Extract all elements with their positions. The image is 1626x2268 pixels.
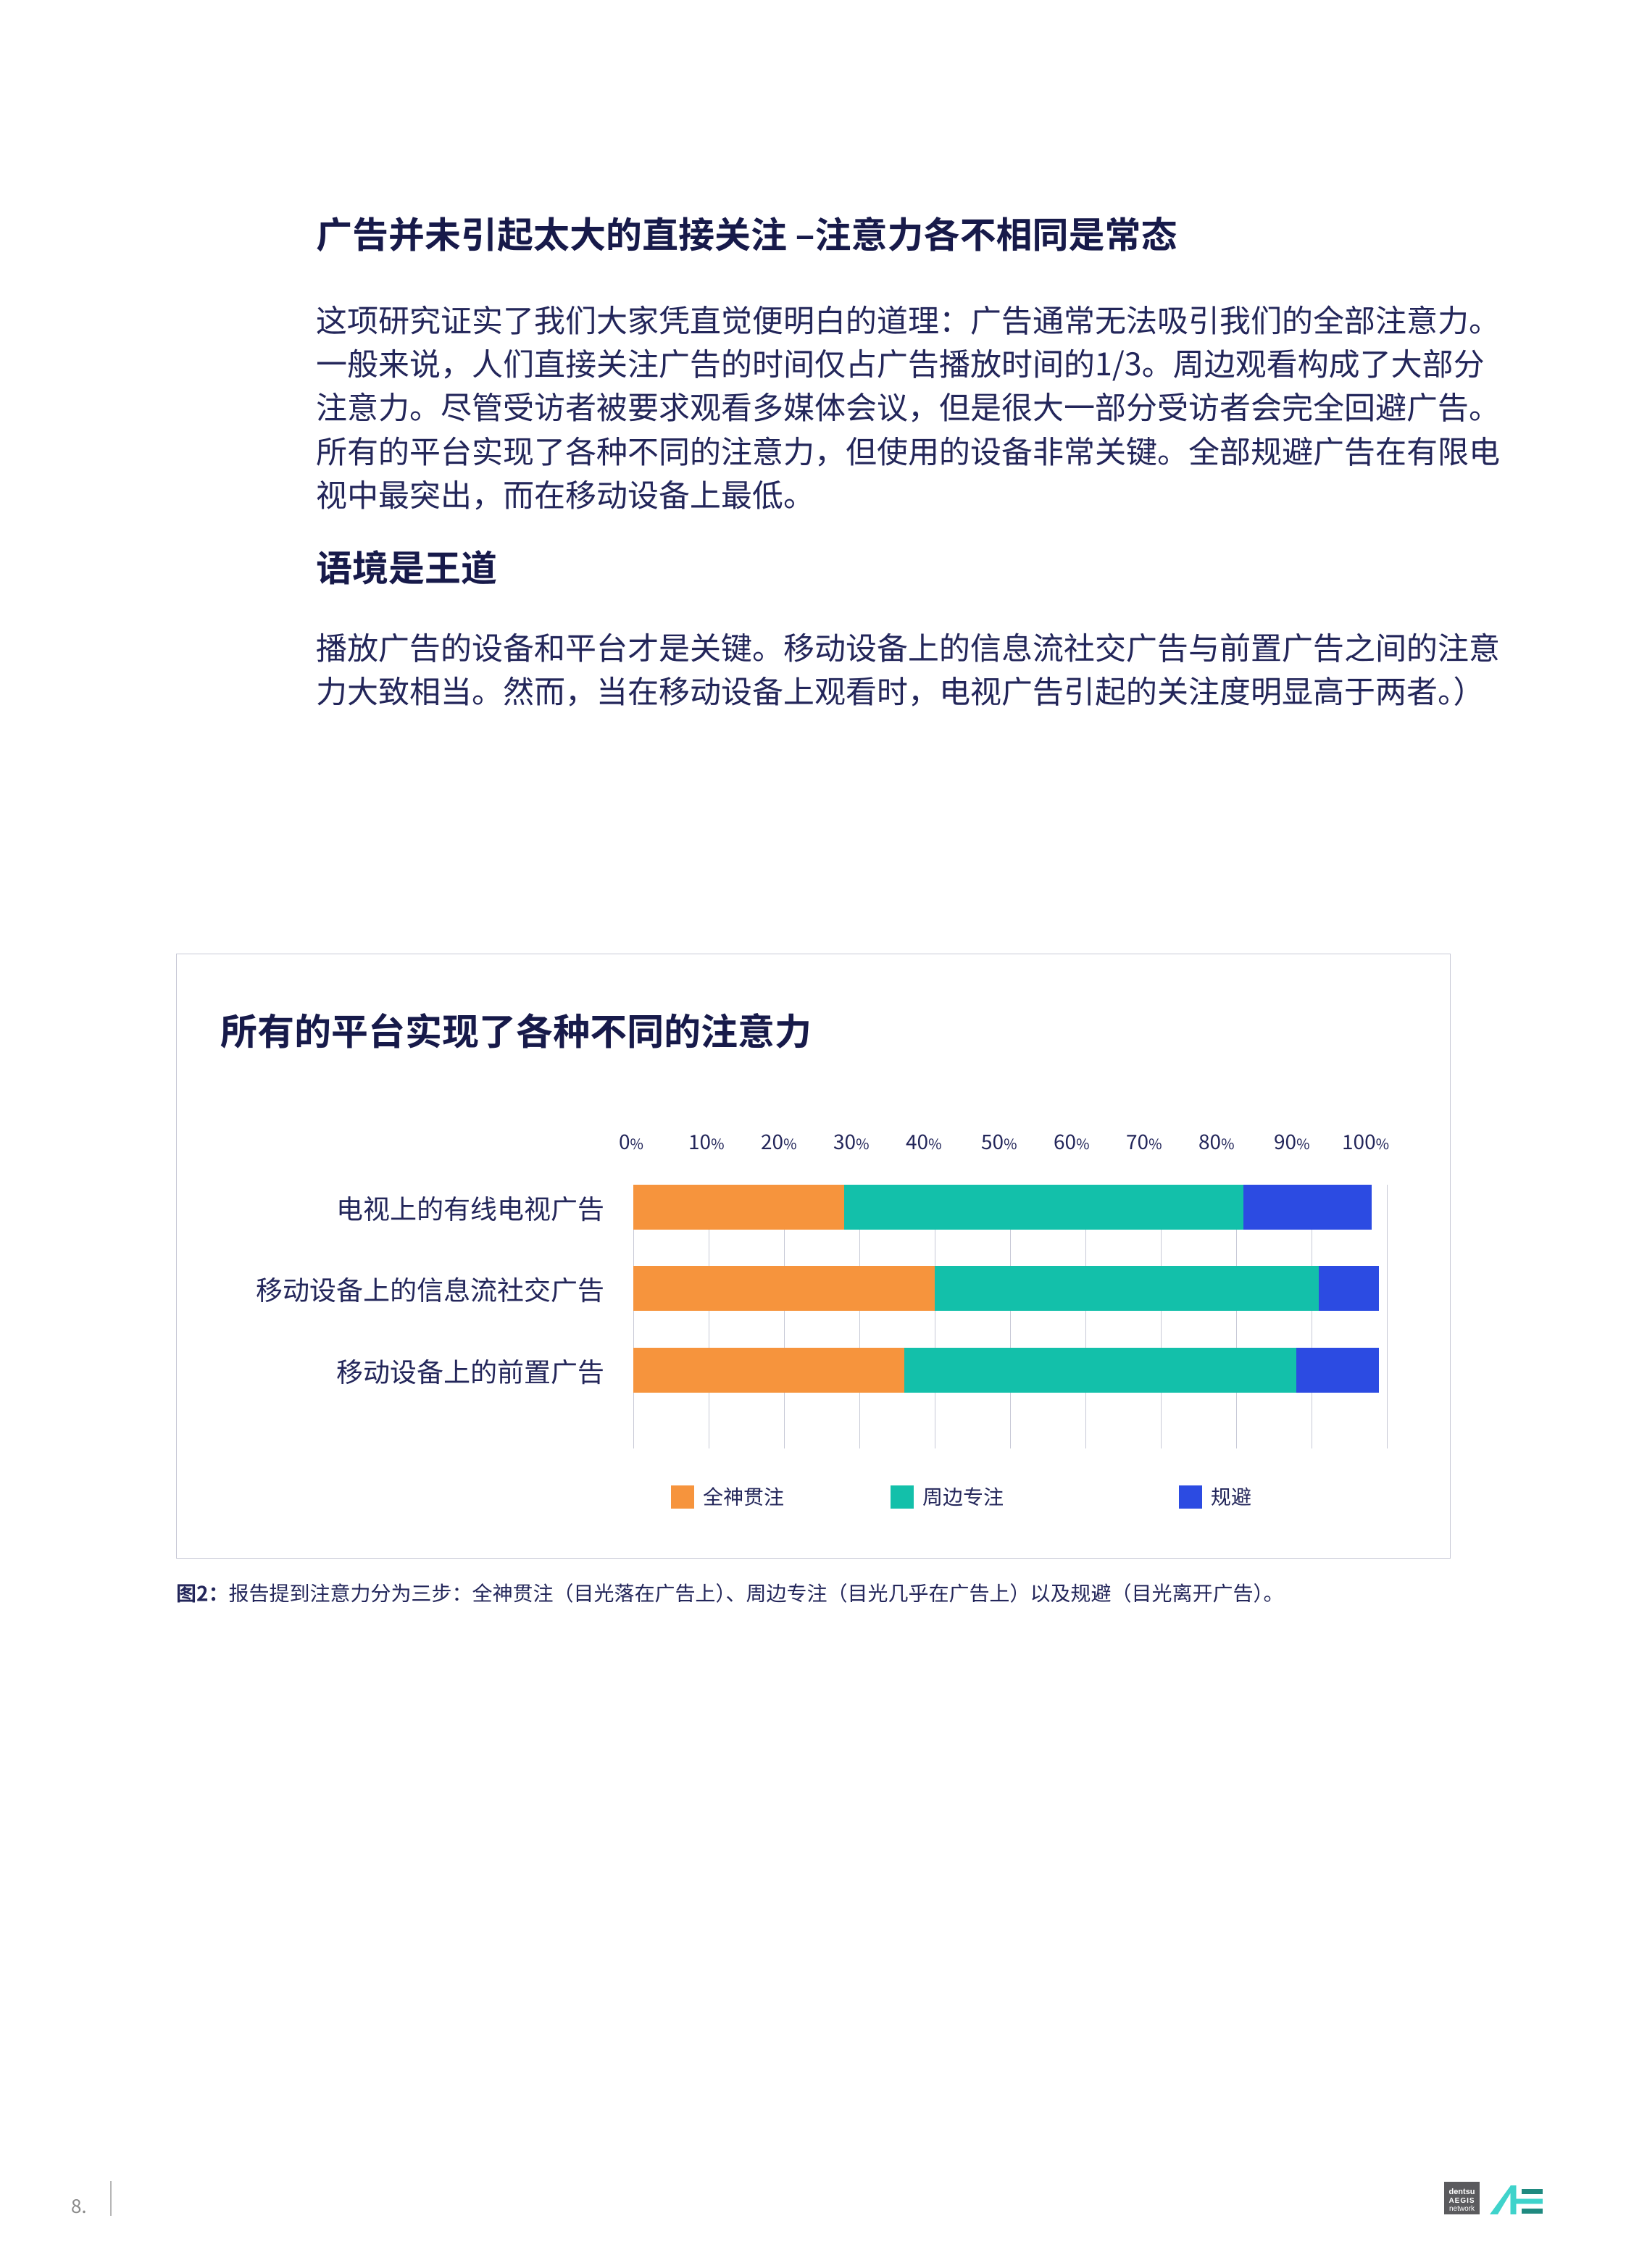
svg-text:dentsu: dentsu: [1448, 2188, 1475, 2196]
svg-text:network: network: [1449, 2205, 1475, 2213]
svg-text:AEGIS: AEGIS: [1448, 2197, 1475, 2205]
